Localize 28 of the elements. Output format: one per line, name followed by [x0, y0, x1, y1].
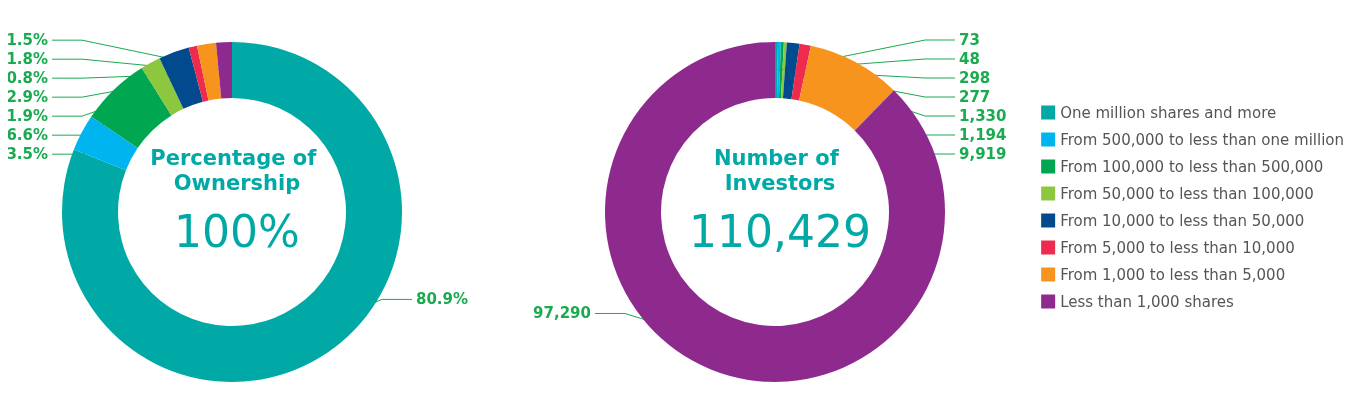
data-label: 1,330	[959, 107, 1007, 126]
data-label: 298	[959, 69, 991, 88]
legend-label: From 50,000 to less than 100,000	[1060, 184, 1314, 203]
data-label: 1.9%	[6, 107, 48, 126]
data-label: 6.6%	[6, 126, 48, 145]
data-label: 2.9%	[6, 88, 48, 107]
text: 110,429	[689, 205, 871, 257]
legend-label: Less than 1,000 shares	[1060, 292, 1235, 311]
text: 100%	[174, 205, 300, 257]
data-label: 97,290	[533, 304, 591, 323]
data-label: 0.8%	[6, 69, 48, 88]
data-label: 277	[959, 88, 991, 107]
legend-label: From 10,000 to less than 50,000	[1060, 211, 1305, 230]
data-label: 3.5%	[6, 145, 48, 164]
data-label: 73	[959, 31, 980, 50]
text: Percentage of Ownership	[150, 145, 324, 195]
data-label: 1.5%	[6, 31, 48, 50]
legend-label: From 100,000 to less than 500,000	[1060, 157, 1324, 176]
data-label: 1.8%	[6, 50, 48, 69]
legend-label: From 500,000 to less than one million	[1060, 130, 1345, 149]
legend-label: One million shares and more	[1060, 103, 1277, 122]
data-label: 80.9%	[416, 290, 469, 309]
legend-label: From 5,000 to less than 10,000	[1060, 238, 1295, 257]
data-label: 1,194	[959, 126, 1007, 145]
data-label: 9,919	[959, 145, 1007, 164]
text: Number of Investors	[713, 145, 847, 195]
legend-label: From 1,000 to less than 5,000	[1060, 265, 1286, 284]
data-label: 48	[959, 50, 980, 69]
